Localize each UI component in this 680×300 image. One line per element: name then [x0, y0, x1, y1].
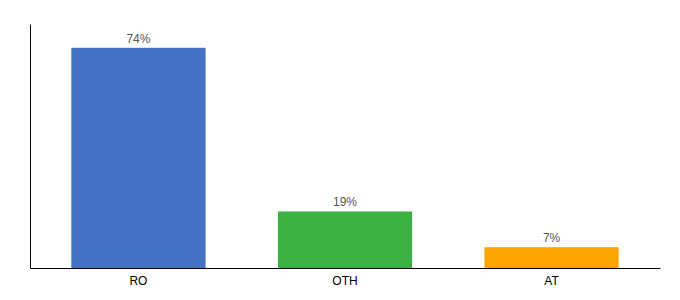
- chart-svg: 74% 19% 7% RO OTH AT: [0, 0, 680, 300]
- data-label: 19%: [333, 195, 357, 209]
- x-tick: RO: [129, 274, 147, 288]
- x-tick: AT: [544, 274, 559, 288]
- y-axis-line: [30, 25, 31, 269]
- x-tick-label: AT: [544, 274, 559, 288]
- bar: [71, 48, 205, 268]
- bar: [278, 211, 412, 268]
- data-label: 7%: [543, 231, 561, 245]
- bar: [484, 247, 618, 268]
- data-label: 74%: [126, 32, 150, 46]
- x-tick-label: RO: [129, 274, 147, 288]
- bars: [71, 48, 618, 268]
- data-labels: 74% 19% 7%: [126, 32, 560, 245]
- x-tick: OTH: [332, 274, 357, 288]
- x-tick-label: OTH: [332, 274, 357, 288]
- x-axis-line: [31, 268, 661, 269]
- plot-area: 74% 19% 7% RO OTH AT: [31, 25, 661, 288]
- y-axis: [30, 25, 31, 269]
- x-axis: RO OTH AT: [31, 269, 661, 288]
- chart-container: 74% 19% 7% RO OTH AT: [0, 0, 680, 300]
